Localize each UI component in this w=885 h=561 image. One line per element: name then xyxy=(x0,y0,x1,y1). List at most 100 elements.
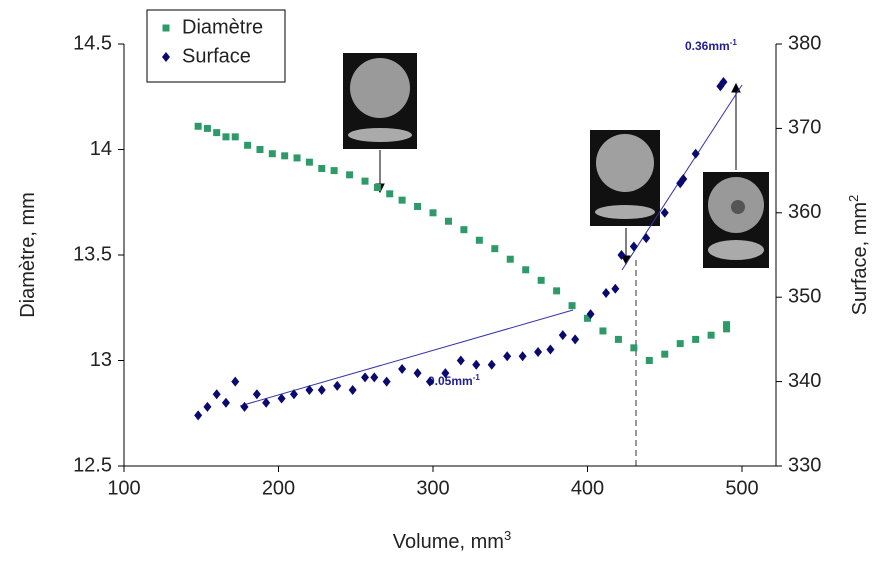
point xyxy=(277,393,286,404)
point xyxy=(456,355,465,366)
y2-tick-label: 380 xyxy=(788,32,821,54)
legend xyxy=(146,9,286,83)
point xyxy=(630,344,638,352)
point xyxy=(398,196,406,204)
point xyxy=(203,124,211,132)
point xyxy=(506,255,514,263)
y2-label-sup: 2 xyxy=(846,195,861,202)
point xyxy=(212,389,221,400)
y2-tick-label: 350 xyxy=(788,285,821,307)
point xyxy=(346,171,354,179)
point xyxy=(723,321,731,329)
point xyxy=(231,133,239,141)
y2-tick-label: 360 xyxy=(788,201,821,223)
point xyxy=(661,350,669,358)
point xyxy=(642,233,651,244)
point xyxy=(318,164,326,172)
point xyxy=(240,401,249,412)
x-tick-label: 100 xyxy=(107,477,140,499)
point xyxy=(460,226,468,234)
point xyxy=(599,327,607,335)
y-tick-label: 13 xyxy=(90,349,112,371)
point xyxy=(317,385,326,396)
legend-label: Surface xyxy=(182,45,251,67)
point xyxy=(361,372,370,383)
y2-tick-label: 330 xyxy=(788,454,821,476)
x-axis-label: Volume, mm3 xyxy=(393,528,511,553)
point xyxy=(252,389,261,400)
point xyxy=(571,334,580,345)
point xyxy=(444,217,452,225)
point xyxy=(679,174,688,185)
point xyxy=(602,287,611,298)
point xyxy=(472,359,481,370)
point xyxy=(676,340,684,348)
point xyxy=(441,368,450,379)
point xyxy=(692,335,700,343)
point xyxy=(617,250,626,260)
point xyxy=(584,314,592,322)
point xyxy=(373,183,381,191)
point xyxy=(660,207,669,218)
point xyxy=(348,385,357,396)
arrows xyxy=(375,82,741,266)
y-tick-label: 14 xyxy=(90,138,112,160)
point xyxy=(719,76,728,87)
point xyxy=(194,410,203,421)
y2-axis-label: Surface, mm2 xyxy=(846,195,871,316)
point xyxy=(518,351,527,362)
point xyxy=(213,129,221,137)
annotation-text: 0.36mm xyxy=(685,39,730,53)
point xyxy=(305,385,314,396)
legend-marker xyxy=(162,52,170,62)
annotation: 0.36mm-1 xyxy=(685,38,737,53)
point xyxy=(221,397,230,408)
point xyxy=(537,276,545,284)
point xyxy=(691,148,700,159)
point xyxy=(553,287,561,295)
point xyxy=(414,202,422,210)
y-axis-label: Diamètre, mm xyxy=(17,192,39,318)
point xyxy=(611,283,620,294)
point xyxy=(568,302,576,310)
point xyxy=(203,401,212,412)
point xyxy=(361,177,369,185)
point xyxy=(546,344,555,355)
point xyxy=(281,152,289,160)
point xyxy=(305,158,313,166)
point xyxy=(522,266,530,274)
point xyxy=(370,372,379,383)
point xyxy=(707,331,715,339)
point xyxy=(330,167,338,175)
point xyxy=(333,380,342,391)
point xyxy=(558,330,567,341)
y-tick-label: 14.5 xyxy=(73,32,112,54)
point xyxy=(413,368,422,379)
x-tick-label: 400 xyxy=(571,477,604,499)
y2-label-text: Surface, mm xyxy=(849,202,871,315)
point xyxy=(429,209,437,217)
annotation-text: 0.05mm xyxy=(428,374,473,388)
point xyxy=(222,133,230,141)
x-label-sup: 3 xyxy=(504,528,511,543)
x-tick-label: 500 xyxy=(725,477,758,499)
annotation-sup: -1 xyxy=(473,373,481,382)
point xyxy=(723,325,731,333)
y2-tick-label: 340 xyxy=(788,370,821,392)
point xyxy=(487,359,496,370)
point xyxy=(293,154,301,162)
point xyxy=(503,351,512,362)
y-tick-label: 12.5 xyxy=(73,454,112,476)
point xyxy=(244,141,252,149)
trend-line xyxy=(239,309,574,407)
annotation-sup: -1 xyxy=(730,38,738,47)
legend-label: Diamètre xyxy=(182,16,263,38)
y-tick-label: 13.5 xyxy=(73,243,112,265)
point xyxy=(614,335,622,343)
point xyxy=(534,347,543,358)
point xyxy=(425,376,434,387)
point xyxy=(256,146,264,153)
point xyxy=(629,241,638,252)
